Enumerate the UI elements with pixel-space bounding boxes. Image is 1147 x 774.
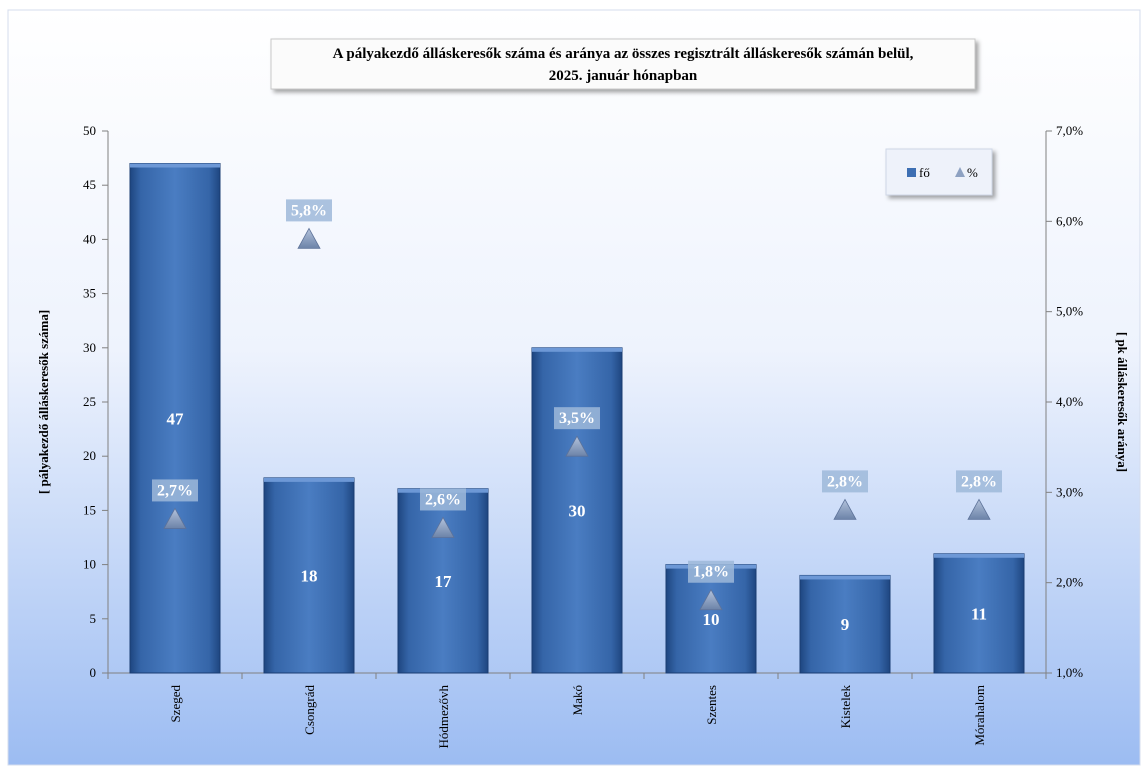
percent-label: 2,8% — [827, 473, 863, 490]
chart-title-line1: A pályakezdő álláskeresők száma és arány… — [333, 46, 914, 62]
x-category-label: Csongrád — [302, 685, 317, 735]
x-category-label: Szentes — [704, 685, 719, 725]
percent-marker — [163, 507, 187, 529]
bar-value-label: 10 — [703, 610, 720, 629]
percent-label: 2,7% — [157, 482, 193, 499]
bar-value-label: 47 — [167, 409, 185, 428]
x-category-label: Kistelek — [838, 685, 853, 729]
percent-marker — [431, 516, 455, 538]
y-left-tick-label: 10 — [83, 557, 96, 572]
percent-label-box — [688, 560, 734, 583]
legend-swatch-marker — [955, 167, 965, 177]
legend-swatch-bar — [907, 168, 916, 177]
percent-marker — [699, 588, 723, 611]
percent-label-box — [956, 470, 1002, 493]
bar — [799, 574, 891, 674]
bar-value-label: 9 — [841, 615, 850, 634]
y-left-tick-label: 20 — [83, 448, 96, 463]
bar-value-label: 30 — [569, 501, 586, 520]
percent-marker — [967, 498, 991, 520]
y-left-tick-label: 50 — [83, 123, 96, 138]
bar-top-cap — [800, 575, 890, 580]
y-left-tick-label: 25 — [83, 394, 96, 409]
bar — [129, 163, 221, 674]
percent-label-box — [822, 470, 868, 493]
markers-group: 2,7% 5,8% 2,6% 3,5% 1,8% 2,8% 2,8% — [152, 199, 1002, 611]
percent-label: 5,8% — [291, 202, 327, 219]
legend: fő % — [885, 148, 993, 196]
legend-label-marker: % — [967, 165, 978, 180]
bar — [933, 553, 1025, 674]
percent-label-box — [554, 407, 600, 430]
y-left-tick-label: 30 — [83, 340, 96, 355]
x-category-label: Hódmezővh — [436, 685, 451, 749]
bar-value-label: 18 — [301, 566, 318, 585]
y-axis-left-ticks: 0 5 10 15 20 25 30 35 40 45 50 — [83, 123, 108, 680]
bar-top-cap — [532, 347, 622, 352]
y-axis-right-ticks: 1,0% 2,0% 3,0% 4,0% 5,0% 6,0% 7,0% — [1046, 123, 1083, 680]
chart-title-box: A pályakezdő álláskeresők száma és arány… — [270, 38, 976, 90]
y-left-tick-label: 45 — [83, 177, 96, 192]
percent-label: 2,6% — [425, 491, 461, 508]
y-right-tick-label: 5,0% — [1056, 304, 1083, 319]
bar-top-cap — [934, 553, 1024, 558]
x-category-label: Mórahalom — [972, 685, 987, 746]
y-left-tick-label: 0 — [90, 665, 97, 680]
y-left-tick-label: 35 — [83, 286, 96, 301]
percent-marker — [297, 227, 321, 249]
x-axis-ticks — [107, 673, 1047, 679]
y-right-tick-label: 2,0% — [1056, 575, 1083, 590]
chart-title-line2: 2025. január hónapban — [549, 68, 698, 84]
legend-label-bar: fő — [919, 165, 930, 180]
x-category-label: Szeged — [168, 685, 183, 723]
percent-marker — [565, 435, 589, 457]
y-right-tick-label: 1,0% — [1056, 665, 1083, 680]
percent-label-box — [286, 199, 332, 222]
bar — [531, 347, 623, 674]
x-axis-labels: Szeged Csongrád Hódmezővh Makó Szentes Kistel… — [168, 685, 987, 749]
y-left-tick-label: 40 — [83, 231, 96, 246]
bar-value-label: 11 — [971, 604, 987, 623]
percent-marker — [833, 498, 857, 520]
bar-value-label: 17 — [435, 572, 453, 591]
x-category-label: Makó — [570, 685, 585, 715]
bar-top-cap — [264, 477, 354, 482]
percent-label-box — [152, 479, 198, 502]
y-left-tick-label: 5 — [90, 611, 97, 626]
bar-top-cap — [130, 163, 220, 168]
y-right-tick-label: 3,0% — [1056, 484, 1083, 499]
y-axis-right-label: [ pk álláskeresők aránya] — [1115, 332, 1130, 472]
y-right-tick-label: 4,0% — [1056, 394, 1083, 409]
bar — [263, 477, 355, 674]
y-axis-left-label: [ pályakezdő álláskeresők száma] — [36, 310, 51, 494]
percent-label: 1,8% — [693, 564, 729, 581]
y-right-tick-label: 7,0% — [1056, 123, 1083, 138]
y-left-tick-label: 15 — [83, 502, 96, 517]
y-right-tick-label: 6,0% — [1056, 213, 1083, 228]
percent-label: 2,8% — [961, 473, 997, 490]
percent-label: 3,5% — [559, 410, 595, 427]
bars-group — [129, 163, 1025, 674]
percent-label-box — [420, 488, 466, 511]
bar-labels-group: 47 18 17 30 10 9 11 — [167, 409, 988, 634]
